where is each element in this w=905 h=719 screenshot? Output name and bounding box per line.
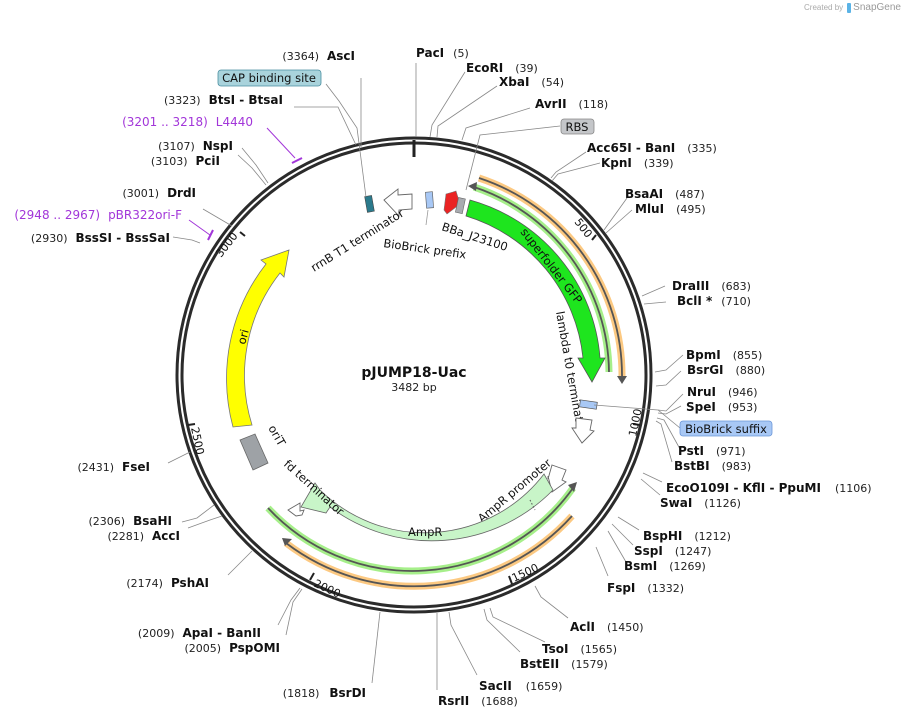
enzyme-swai: SwaI (1126) xyxy=(660,496,741,510)
enzyme-labels-left: (1818) BsrDI (2005) PspOMI (2009) ApaI - Ba… xyxy=(31,49,366,700)
plasmid-length: 3482 bp xyxy=(391,381,436,394)
enzyme-fsei: (2431) FseI xyxy=(77,460,150,474)
enzyme-bstbi: BstBI (983) xyxy=(674,459,751,473)
tick-1000: 1000 xyxy=(626,408,645,438)
enzyme-mlui: MluI (495) xyxy=(635,202,706,216)
plasmid-name: pJUMP18-Uac xyxy=(361,365,466,381)
enzyme-acc65i-bani: Acc65I - BanI (335) xyxy=(587,141,717,155)
biobrick-suffix-badge[interactable]: BioBrick suffix xyxy=(679,420,773,437)
enzyme-acli: AclI (1450) xyxy=(570,620,644,634)
enzyme-bsrgi: BsrGI (880) xyxy=(687,363,765,377)
enzyme-pshai: (2174) PshAI xyxy=(126,576,209,590)
enzyme-bsssi-bsssai: (2930) BssSI - BssSaI xyxy=(31,231,170,245)
snapgene-credit: Created by SnapGene xyxy=(804,2,901,13)
enzyme-pcii: (3103) PciI xyxy=(151,154,220,168)
feature-ori[interactable] xyxy=(226,249,290,428)
enzyme-eco0109i-kfli-ppumi: EcoO109I - KflI - PpuMI (1106) xyxy=(666,481,872,495)
enzyme-psppomi: (2005) PspOMI xyxy=(184,641,280,655)
enzyme-kpni: KpnI (339) xyxy=(601,156,674,170)
tick-marks: 500 1000 1500 2000 2500 3000 xyxy=(187,216,645,601)
label-ampr: AmpR xyxy=(408,525,442,539)
enzyme-bcli: BclI * (710) xyxy=(677,294,751,308)
enzyme-bsahi: (2306) BsaHI xyxy=(89,514,172,528)
enzyme-xbai: XbaI (54) xyxy=(499,75,564,89)
svg-text:RBS: RBS xyxy=(566,120,589,134)
enzyme-bsmi: BsmI (1269) xyxy=(624,559,706,573)
enzyme-draiii: DraIII (683) xyxy=(672,279,751,293)
svg-text:BioBrick suffix: BioBrick suffix xyxy=(685,422,767,436)
label-ori: ori xyxy=(234,328,251,346)
enzyme-bpmi: BpmI (855) xyxy=(686,348,762,362)
primer-l4440: (3201 .. 3218) L4440 xyxy=(122,115,253,129)
primer-labels: (3201 .. 3218) L4440 (2948 .. 2967) pBR322… xyxy=(14,115,253,222)
primer-marks xyxy=(188,127,303,241)
tick-2500: 2500 xyxy=(188,426,207,456)
credit-brand: SnapGene xyxy=(853,2,901,13)
leader-lines xyxy=(167,63,684,690)
feature-lambda-t0-terminator[interactable] xyxy=(571,417,595,444)
label-orit: oriT xyxy=(265,423,289,450)
enzyme-rsrii: RsrII (1688) xyxy=(438,694,518,708)
enzyme-bsaai: BsaAI (487) xyxy=(625,187,705,201)
enzyme-nspi: (3107) NspI xyxy=(158,139,233,153)
cap-binding-site-badge[interactable]: CAP binding site xyxy=(217,69,322,87)
orf-indicators xyxy=(265,174,627,590)
feature-ampr-promoter[interactable] xyxy=(547,464,567,493)
feature-fd-terminator[interactable] xyxy=(287,502,305,517)
enzyme-spei: SpeI (953) xyxy=(686,400,757,414)
enzyme-apai-banii: (2009) ApaI - BanII xyxy=(138,626,261,640)
enzyme-tsoi: TsoI (1565) xyxy=(542,642,617,656)
rbs-badge[interactable]: RBS xyxy=(560,118,595,135)
enzyme-nrui: NruI (946) xyxy=(687,385,758,399)
snapgene-logo-icon xyxy=(847,2,852,13)
enzyme-sacii: SacII (1659) xyxy=(479,679,562,693)
enzyme-avrii: AvrII (118) xyxy=(535,97,608,111)
feature-rbs[interactable] xyxy=(455,197,466,215)
svg-text:CAP binding site: CAP binding site xyxy=(222,71,316,85)
backbone-ring xyxy=(175,136,653,614)
label-biobrick-prefix: BioBrick prefix xyxy=(383,236,468,262)
enzyme-drdi: (3001) DrdI xyxy=(122,186,196,200)
enzyme-asci: (3364) AscI xyxy=(282,49,355,63)
enzyme-btsi-btsai: (3323) BtsI - BtsaI xyxy=(164,93,283,107)
enzyme-psti: PstI (971) xyxy=(678,444,746,458)
primer-pbr322ori-f: (2948 .. 2967) pBR322ori-F xyxy=(14,208,182,222)
enzyme-fspi: FspI (1332) xyxy=(607,581,684,595)
enzyme-labels: PacI (5) EcoRI (39) XbaI (54) AvrII (118) Ac… xyxy=(416,46,872,708)
feature-biobrick-suffix[interactable] xyxy=(579,399,598,410)
credit-prefix: Created by xyxy=(804,3,844,12)
feature-orit[interactable] xyxy=(239,433,269,471)
feature-cap-binding-site[interactable] xyxy=(364,195,375,213)
feature-rrnb-t1-terminator[interactable] xyxy=(383,188,413,218)
enzyme-paci: PacI (5) xyxy=(416,46,469,60)
enzyme-sspi: SspI (1247) xyxy=(634,544,711,558)
feature-ampr[interactable] xyxy=(300,473,554,542)
feature-superfolder-gfp[interactable] xyxy=(465,199,606,383)
enzyme-bsteii: BstEII (1579) xyxy=(520,657,608,671)
enzyme-acci: (2281) AccI xyxy=(107,529,180,543)
enzyme-bsrdi: (1818) BsrDI xyxy=(283,686,366,700)
enzyme-bsphi: BspHI (1212) xyxy=(643,529,731,543)
feature-biobrick-prefix[interactable] xyxy=(425,191,434,209)
enzyme-ecori: EcoRI (39) xyxy=(466,61,538,75)
